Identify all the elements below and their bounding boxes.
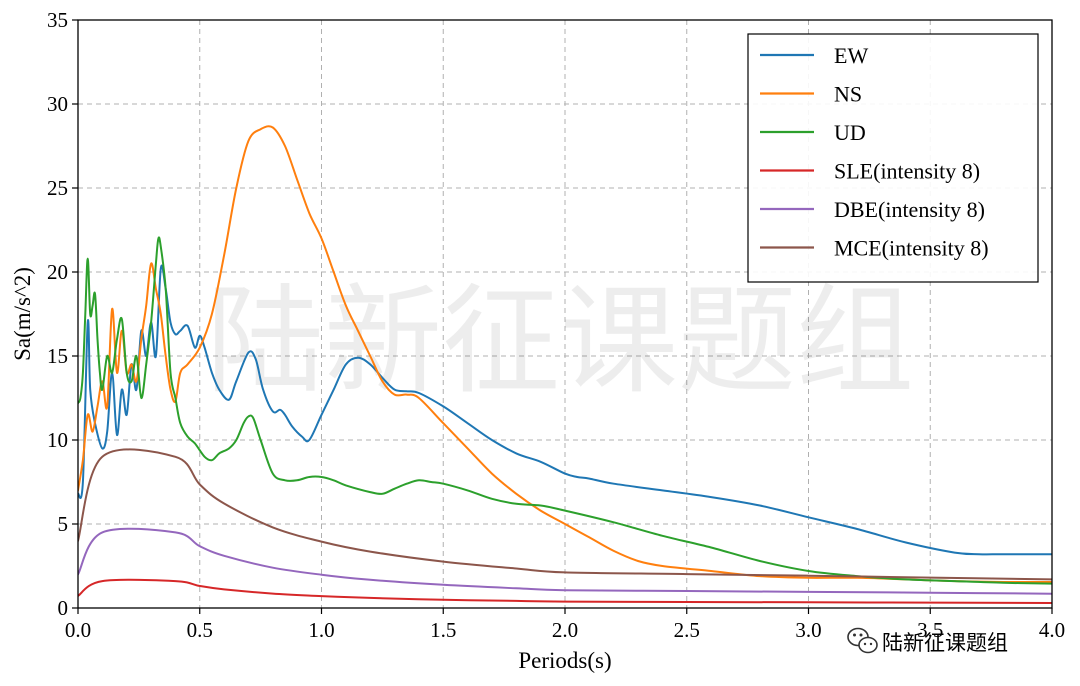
y-tick-label: 0	[58, 596, 69, 620]
series-line-ew	[78, 264, 1052, 556]
legend-label: NS	[834, 82, 862, 107]
legend-label: DBE(intensity 8)	[834, 197, 985, 222]
y-tick-label: 30	[47, 92, 68, 116]
series-line-mce-intensity-8	[78, 448, 1052, 581]
legend: EW NS UD SLE(intensity 8) DBE(intensity 8) MC…	[747, 33, 1039, 283]
wechat-icon	[847, 627, 878, 654]
series-line-ud	[78, 236, 1052, 585]
x-tick-label: 1.0	[308, 618, 334, 642]
corner-logo-text: 陆新征课题组	[882, 631, 1008, 655]
x-tick-label: 3.0	[795, 618, 821, 642]
watermark: 陆新征课题组	[206, 272, 914, 410]
legend-label: MCE(intensity 8)	[834, 236, 989, 261]
x-axis: 0.0 0.5 1.0 1.5 2.0 2.5 3.0 3.5 4.0	[65, 608, 1065, 642]
series-line-dbe-intensity-8	[78, 527, 1052, 595]
x-tick-label: 1.5	[430, 618, 456, 642]
y-tick-label: 10	[47, 428, 68, 452]
legend-label: UD	[834, 120, 866, 145]
y-tick-label: 5	[58, 512, 69, 536]
y-axis: 0 5 10 15 20 25 30 35	[47, 8, 78, 620]
y-axis-label: Sa(m/s^2)	[10, 267, 35, 361]
x-tick-label: 3.5	[917, 618, 943, 642]
y-tick-label: 35	[47, 8, 68, 32]
series-line-sle-intensity-8	[78, 578, 1052, 604]
series-layer	[78, 125, 1052, 604]
legend-label: EW	[834, 43, 868, 68]
x-tick-label: 0.0	[65, 618, 91, 642]
x-axis-label: Periods(s)	[518, 648, 611, 673]
legend-box	[747, 33, 1039, 283]
x-tick-label: 0.5	[187, 618, 213, 642]
x-tick-label: 2.0	[552, 618, 578, 642]
x-tick-label: 4.0	[1039, 618, 1065, 642]
x-tick-label: 2.5	[674, 618, 700, 642]
legend-label: SLE(intensity 8)	[834, 159, 980, 184]
y-tick-label: 20	[47, 260, 68, 284]
y-tick-label: 15	[47, 344, 68, 368]
corner-logo: 陆新征课题组	[847, 627, 1008, 655]
y-tick-label: 25	[47, 176, 68, 200]
